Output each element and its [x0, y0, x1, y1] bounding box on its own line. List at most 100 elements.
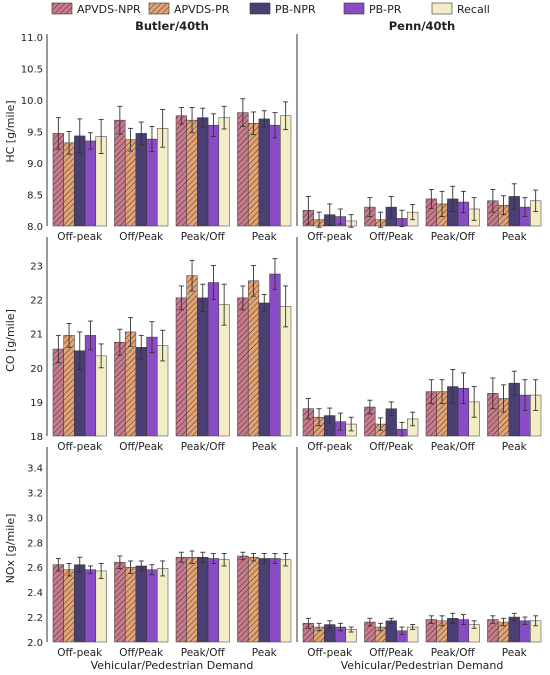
chart-panels: 8.0 8.5 9.0 9.5 10.0 10.5 11.0 HC [g/mile] Butle…	[4, 19, 542, 672]
x-tick-label: Off/Peak	[369, 231, 414, 243]
y-tick-label: 2.2	[27, 613, 43, 624]
x-tick-label: Off-peak	[307, 647, 353, 659]
bar-hatch-apvds-pr	[186, 275, 198, 436]
y-tick-label: 11.0	[21, 33, 43, 44]
x-tick-label: Off-peak	[307, 441, 353, 453]
y-tick-label: 3.4	[27, 463, 43, 474]
bar-hatch-apvds-pr	[498, 205, 509, 226]
y-axis-label: HC [g/mile]	[4, 100, 17, 162]
bar-recall	[218, 559, 230, 643]
bar-hatch-apvds-npr	[237, 555, 249, 642]
y-tick-label: 3.0	[27, 513, 43, 524]
y-tick-label: 2.8	[27, 538, 43, 549]
y-tick-label: 3.2	[27, 488, 43, 499]
bar-hatch-apvds-npr	[303, 408, 314, 436]
y-tick-label: 2.4	[27, 588, 43, 599]
x-tick-label: Peak/Off	[431, 231, 476, 243]
bar-hatch-apvds-pr	[313, 417, 325, 436]
y-tick-label: 20	[30, 364, 43, 375]
bar-hatch-apvds-pr	[63, 569, 75, 642]
bar-pb-npr	[197, 117, 209, 227]
bar-hatch-apvds-pr	[125, 567, 136, 642]
bar-hatch-apvds-npr	[176, 557, 187, 642]
bar-recall	[218, 117, 230, 227]
legend-label-pb-npr: PB-NPR	[275, 3, 316, 16]
bar-pb-pr	[84, 140, 97, 227]
bar-hatch-apvds-pr	[436, 391, 448, 436]
bar-hatch-apvds-npr	[176, 115, 187, 226]
x-tick-label: Off-peak	[57, 231, 103, 243]
y-tick-label: 10.0	[21, 96, 43, 107]
panel-1-1: Off-peak Off/Peak Peak/Off Peak	[296, 237, 542, 453]
y-tick-label: 18	[30, 432, 43, 443]
y-tick-label: 9.0	[27, 159, 43, 170]
x-axis-label: Vehicular/Pedestrian Demand	[91, 659, 254, 672]
legend-label-apvds-pr: APVDS-PR	[174, 3, 230, 16]
x-tick-label: Peak	[502, 231, 528, 243]
x-tick-label: Peak/Off	[181, 647, 226, 659]
y-axis-label: CO [g/mile]	[4, 309, 17, 372]
x-axis-label: Vehicular/Pedestrian Demand	[341, 659, 504, 672]
bar-hatch-apvds-npr	[114, 562, 126, 642]
y-axis-row-1: 18 19 20 21 22 23 CO [g/mile]	[4, 261, 43, 443]
y-tick-label: 2.6	[27, 563, 43, 574]
legend: APVDS-NPR APVDS-PR PB-NPR PB-PR Recall	[51, 2, 490, 16]
bar-pb-pr	[207, 282, 220, 437]
bar-hatch-apvds-pr	[375, 627, 386, 642]
bar-hatch-apvds-npr	[303, 623, 314, 642]
x-tick-label: Off/Peak	[119, 647, 164, 659]
bar-recall	[95, 570, 107, 643]
column-title: Butler/40th	[135, 19, 209, 33]
bar-pb-pr	[207, 124, 220, 227]
bar-hatch-apvds-pr	[248, 280, 259, 436]
y-tick-label: 10.5	[21, 65, 43, 76]
x-tick-label: Off/Peak	[369, 647, 414, 659]
bar-hatch-apvds-npr	[237, 297, 249, 436]
bar-hatch-apvds-pr	[125, 139, 136, 226]
x-tick-label: Peak	[502, 441, 528, 453]
y-axis-row-0: 8.0 8.5 9.0 9.5 10.0 10.5 11.0 HC [g/mile]	[4, 33, 43, 233]
legend-label-pb-pr: PB-PR	[369, 3, 402, 16]
bar-pb-pr	[269, 273, 281, 437]
panel-0-0: Butler/40th Off-peak Off/Peak Peak/Off Peak	[46, 19, 292, 243]
x-tick-label: Peak/Off	[431, 441, 476, 453]
panel-0-1: Penn/40th Off-peak Off/Peak Peak/Off Peak	[296, 19, 542, 243]
bar-hatch-apvds-npr	[176, 297, 187, 436]
bar-pb-npr	[258, 302, 270, 437]
y-tick-label: 22	[30, 296, 43, 307]
x-tick-label: Off-peak	[57, 441, 103, 453]
bar-hatch-apvds-npr	[237, 112, 249, 226]
bar-pb-pr	[146, 569, 158, 643]
legend-label-recall: Recall	[457, 3, 490, 16]
column-title: Penn/40th	[389, 19, 456, 33]
y-tick-label: 21	[30, 330, 43, 341]
bar-hatch-apvds-pr	[248, 123, 259, 226]
bar-hatch-apvds-npr	[364, 407, 376, 436]
bar-pb-pr	[269, 558, 281, 643]
bar-hatch-apvds-pr	[498, 398, 509, 436]
y-tick-label: 19	[30, 398, 43, 409]
bar-hatch-apvds-npr	[487, 393, 499, 436]
legend-label-apvds-npr: APVDS-NPR	[77, 3, 141, 16]
bar-recall	[280, 115, 292, 227]
bar-hatch-apvds-npr	[426, 619, 437, 642]
legend-hatch-apvds-npr	[52, 3, 72, 14]
x-tick-label: Off/Peak	[369, 441, 414, 453]
x-tick-label: Off-peak	[307, 231, 353, 243]
bar-recall	[157, 568, 169, 643]
x-tick-label: Off/Peak	[119, 441, 164, 453]
bar-pb-pr	[84, 569, 97, 643]
bar-pb-npr	[197, 556, 209, 643]
legend-swatch-pb-pr	[343, 2, 365, 15]
x-tick-label: Off-peak	[57, 647, 103, 659]
x-tick-label: Off/Peak	[119, 231, 164, 243]
bar-hatch-apvds-pr	[186, 120, 198, 226]
bar-hatch-apvds-npr	[487, 619, 499, 642]
bar-hatch-apvds-pr	[436, 620, 448, 642]
y-tick-label: 8.0	[27, 222, 43, 233]
bar-hatch-apvds-pr	[125, 331, 136, 436]
x-tick-label: Peak/Off	[431, 647, 476, 659]
bar-pb-pr	[84, 335, 97, 437]
x-tick-label: Peak	[252, 647, 278, 659]
bar-hatch-apvds-npr	[114, 120, 126, 226]
